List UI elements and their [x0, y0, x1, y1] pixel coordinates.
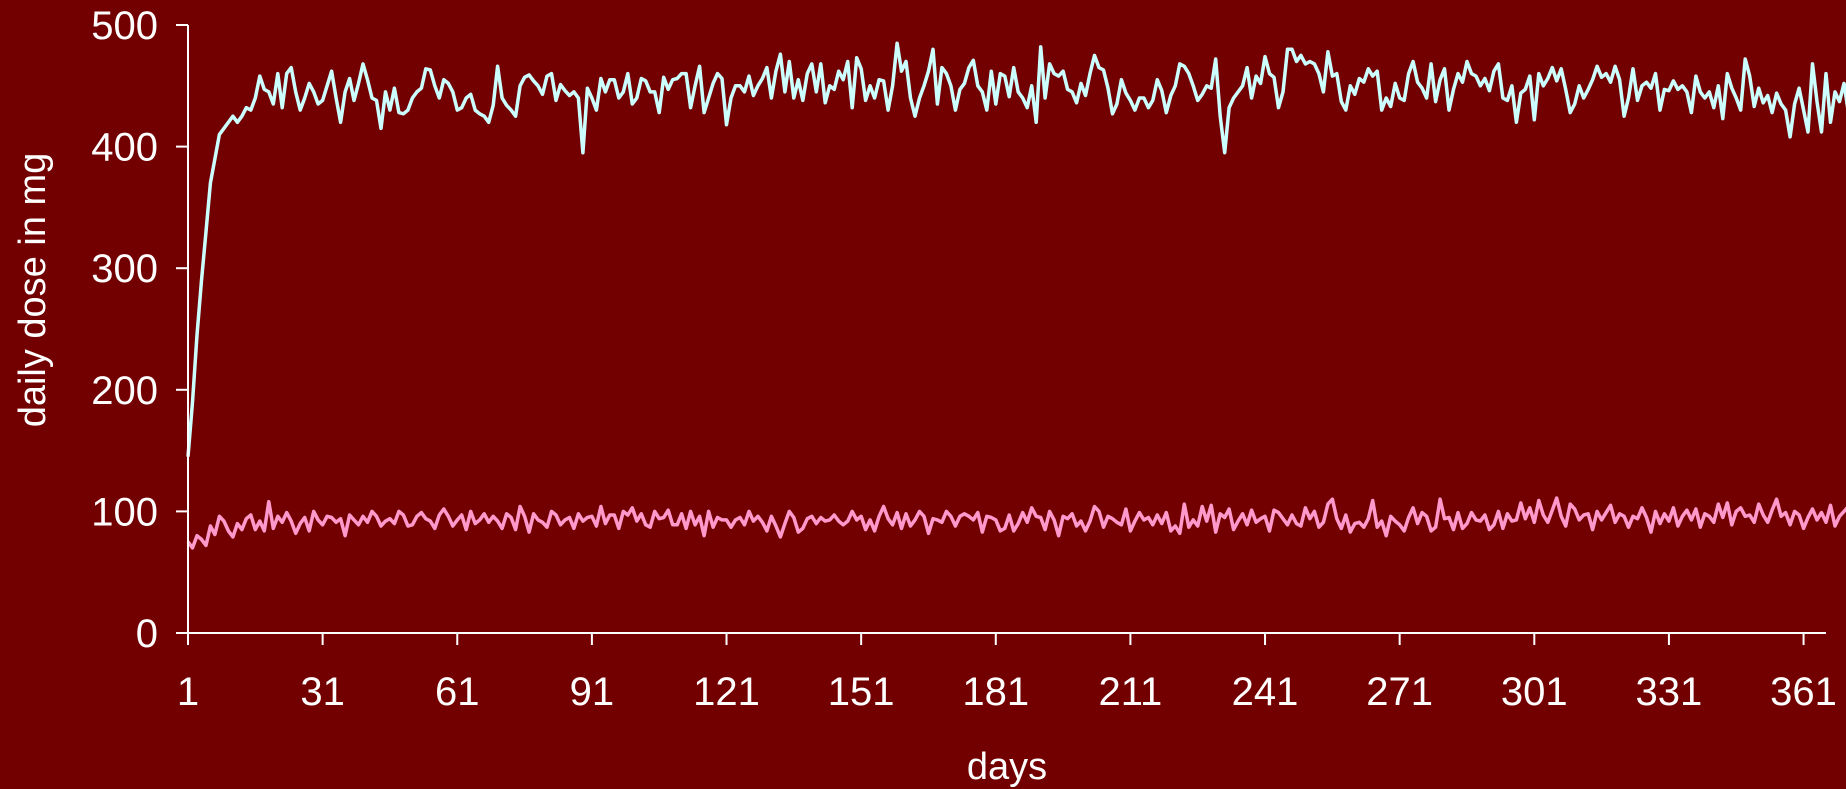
- x-tick-label: 31: [300, 670, 345, 714]
- x-tick-label: 61: [435, 670, 480, 714]
- x-tick-label: 121: [693, 670, 760, 714]
- series-layer: [186, 41, 1846, 550]
- y-tick-label: 400: [91, 126, 158, 170]
- y-tick-label: 300: [91, 247, 158, 291]
- y-axis-ticks: 0 100 200 300 400 500: [91, 4, 188, 656]
- x-tick-label: 211: [1099, 670, 1163, 714]
- y-tick-label: 200: [91, 369, 158, 413]
- x-axis-ticks: 1 31 61 91 121 151 181 211 241 271 301 331 361: [177, 633, 1837, 714]
- x-tick-label: 181: [962, 670, 1029, 714]
- y-axis-label: daily dose in mg: [12, 153, 54, 428]
- x-tick-label: 271: [1366, 670, 1433, 714]
- y-tick-label: 100: [91, 490, 158, 534]
- x-axis-label: days: [967, 746, 1047, 788]
- x-tick-label: 151: [828, 670, 895, 714]
- x-tick-label: 361: [1770, 670, 1837, 714]
- y-tick-label: 500: [91, 4, 158, 48]
- series-1-line: [186, 41, 1846, 457]
- x-tick-label: 301: [1501, 670, 1568, 714]
- x-tick-label: 241: [1232, 670, 1299, 714]
- series-2-line: [186, 496, 1846, 550]
- y-tick-label: 0: [136, 612, 158, 656]
- x-tick-label: 1: [177, 670, 199, 714]
- x-tick-label: 331: [1636, 670, 1703, 714]
- x-tick-label: 91: [570, 670, 615, 714]
